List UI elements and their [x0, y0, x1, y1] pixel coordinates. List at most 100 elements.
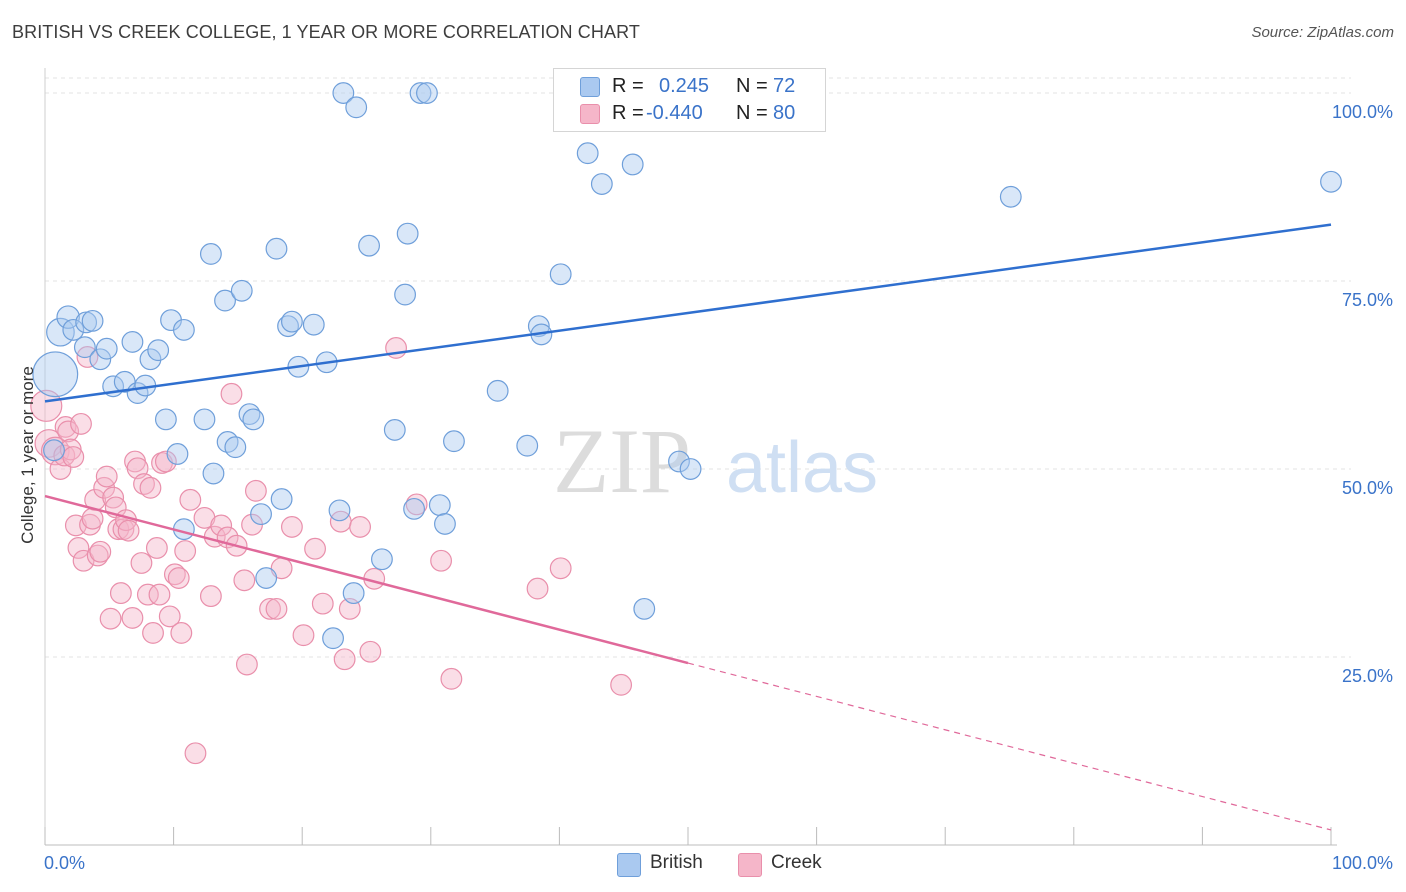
creek-point	[244, 479, 267, 502]
n-label: N =	[736, 102, 768, 124]
creek-point	[142, 622, 164, 644]
british-point	[371, 548, 393, 571]
british-point	[214, 289, 236, 312]
legend-row-british: R = 0.245 N = 72	[554, 74, 825, 100]
british-point	[199, 243, 222, 265]
trend-layer	[44, 223, 1332, 831]
creek-point	[280, 516, 303, 538]
r-label: R =	[612, 102, 644, 124]
creek-point	[154, 450, 177, 473]
creek-point	[265, 597, 288, 620]
british-point	[302, 313, 325, 336]
creek-legend-swatch	[738, 853, 762, 877]
creek-point	[430, 549, 453, 572]
british-point	[322, 627, 344, 650]
british-point	[89, 348, 112, 371]
british-point	[166, 443, 189, 465]
creek-point	[292, 624, 315, 647]
creek-point	[167, 567, 190, 589]
british-point	[172, 318, 195, 341]
x-tick-label-0: 0.0%	[44, 853, 85, 873]
n-label: N =	[736, 75, 768, 97]
british-point	[590, 173, 613, 195]
british-point	[527, 315, 550, 338]
source-label: Source: ZipAtlas.com	[1251, 24, 1394, 41]
y-tick-label: 100.0%	[1332, 102, 1393, 122]
y-tick-label: 50.0%	[1342, 478, 1393, 498]
creek-point	[53, 444, 76, 467]
creek-point	[233, 569, 256, 592]
creek-point	[179, 488, 202, 511]
creek-point	[220, 382, 243, 405]
watermark-atlas: atlas	[726, 428, 878, 508]
british-point	[193, 408, 216, 431]
british-point	[270, 488, 293, 511]
british-legend-swatch	[617, 853, 641, 877]
british-point	[486, 379, 509, 402]
creek-point	[184, 742, 207, 765]
british-point	[549, 263, 572, 286]
british-point	[396, 222, 419, 245]
creek-point	[610, 673, 633, 696]
british-point	[32, 351, 79, 398]
creek-point	[359, 640, 382, 663]
creek-point	[210, 514, 233, 537]
creek-point	[549, 557, 572, 580]
british-point	[428, 494, 451, 517]
british-point	[332, 82, 355, 104]
creek-point	[170, 622, 193, 644]
x-tick-label-100: 100.0%	[1332, 853, 1393, 873]
british-point	[633, 597, 656, 620]
british-point	[95, 337, 118, 360]
creek-point	[130, 552, 153, 574]
axis-layer: 25.0% 50.0% 75.0% 100.0%	[44, 68, 1393, 846]
creek-point	[70, 412, 92, 435]
creek-point	[121, 606, 144, 629]
creek-point	[333, 648, 356, 671]
creek-point	[133, 473, 155, 495]
british-point	[383, 418, 406, 441]
creek-point	[311, 592, 334, 615]
british-point	[250, 503, 272, 526]
creek-points	[30, 337, 633, 765]
creek-point	[136, 583, 159, 606]
british-point	[202, 462, 225, 485]
y-tick-label: 75.0%	[1342, 290, 1393, 310]
creek-point	[199, 585, 222, 608]
british-point	[668, 450, 690, 473]
legend-row-creek: R = -0.440 N = 80	[554, 101, 825, 127]
creek-point	[145, 537, 168, 559]
british-point	[154, 408, 177, 431]
grid-layer	[45, 77, 1351, 658]
british-point	[255, 567, 278, 589]
british-point	[443, 430, 465, 453]
british-point	[999, 185, 1022, 208]
british-point	[81, 309, 104, 332]
creek-point	[349, 516, 371, 538]
british-point	[139, 348, 162, 371]
british-point	[62, 318, 85, 341]
british-point	[1320, 170, 1342, 193]
british-point	[73, 336, 96, 359]
creek-point	[304, 537, 326, 560]
creek-point	[158, 605, 181, 628]
british-point	[230, 279, 253, 302]
creek-legend-label: Creek	[771, 852, 822, 873]
british-point	[147, 339, 170, 362]
british-point	[265, 237, 288, 260]
british-point	[345, 96, 368, 119]
creek-point	[148, 583, 171, 606]
creek-point	[526, 577, 549, 600]
british-point	[621, 153, 644, 176]
creek-point	[117, 519, 140, 542]
creek-swatch	[580, 104, 600, 124]
british-points	[32, 82, 1342, 650]
british-point	[342, 582, 365, 605]
british-point	[56, 305, 80, 329]
british-point	[576, 142, 599, 165]
british-point	[434, 512, 456, 535]
y-axis-label: College, 1 year or more	[18, 366, 37, 544]
british-point	[121, 331, 144, 353]
british-point	[409, 82, 432, 104]
